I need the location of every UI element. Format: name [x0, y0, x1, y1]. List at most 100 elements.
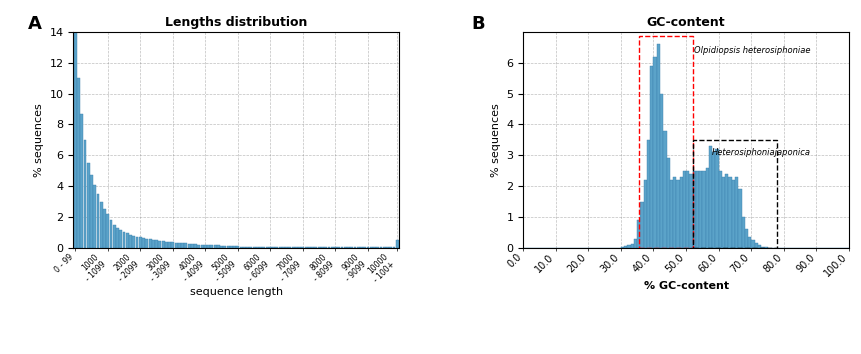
Bar	[691, 171, 695, 248]
Bar	[620, 247, 623, 248]
Bar	[633, 239, 636, 248]
Text: B: B	[470, 15, 484, 33]
Bar	[90, 175, 93, 248]
Bar	[230, 246, 232, 248]
Bar	[656, 44, 660, 248]
Bar	[695, 171, 698, 248]
Bar	[194, 244, 197, 248]
Bar	[660, 93, 662, 248]
Bar	[243, 247, 245, 248]
Bar	[197, 245, 200, 248]
Bar	[152, 240, 155, 248]
Bar	[80, 114, 84, 248]
Bar	[737, 189, 740, 248]
Bar	[204, 245, 207, 248]
Bar	[217, 245, 220, 248]
Bar	[119, 230, 122, 248]
Bar	[223, 246, 226, 248]
Bar	[649, 66, 653, 248]
Bar	[678, 177, 682, 248]
Bar	[269, 247, 271, 248]
Bar	[113, 225, 115, 248]
Bar	[201, 245, 203, 248]
Bar	[129, 235, 132, 248]
Bar	[226, 246, 229, 248]
Bar	[685, 171, 689, 248]
Bar	[744, 229, 747, 248]
Bar	[718, 171, 722, 248]
Bar	[731, 180, 734, 248]
Bar	[740, 217, 744, 248]
Bar	[148, 239, 152, 248]
Bar	[220, 246, 223, 248]
Bar	[751, 240, 753, 248]
Bar	[666, 158, 669, 248]
Bar	[164, 242, 168, 248]
Bar	[708, 146, 711, 248]
Bar	[265, 247, 269, 248]
Bar	[214, 245, 216, 248]
Title: GC-content: GC-content	[646, 16, 725, 29]
Bar	[643, 180, 647, 248]
Bar	[702, 171, 705, 248]
Bar	[236, 246, 239, 248]
Bar	[636, 220, 640, 248]
Bar	[139, 237, 141, 248]
Bar	[728, 177, 731, 248]
Title: Lengths distribution: Lengths distribution	[164, 16, 307, 29]
Bar	[640, 201, 643, 248]
Bar	[252, 247, 256, 248]
Text: Heterosiphoniajaponica: Heterosiphoniajaponica	[711, 148, 810, 156]
Bar	[161, 241, 164, 248]
Bar	[207, 245, 210, 248]
Bar	[175, 242, 177, 248]
Bar	[722, 177, 724, 248]
Bar	[627, 245, 630, 248]
Bar	[262, 247, 265, 248]
Text: A: A	[28, 15, 41, 33]
Bar	[168, 242, 170, 248]
Y-axis label: % sequences: % sequences	[490, 103, 500, 177]
Bar	[711, 152, 715, 248]
Bar	[705, 167, 708, 248]
Bar	[135, 237, 139, 248]
Bar	[77, 78, 80, 248]
Bar	[132, 236, 135, 248]
Bar	[188, 244, 190, 248]
Bar	[630, 244, 633, 248]
Bar	[155, 240, 158, 248]
X-axis label: sequence length: sequence length	[189, 287, 282, 297]
Bar	[638, 36, 691, 248]
Bar	[689, 174, 691, 248]
Bar	[177, 243, 181, 248]
Bar	[246, 247, 249, 248]
Bar	[103, 209, 106, 248]
Bar	[760, 247, 764, 248]
Bar	[256, 247, 258, 248]
Bar	[116, 228, 119, 248]
Bar	[682, 171, 685, 248]
Bar	[698, 171, 702, 248]
Bar	[122, 232, 126, 248]
Bar	[653, 57, 656, 248]
Bar	[623, 246, 627, 248]
Bar	[239, 247, 242, 248]
Bar	[109, 220, 112, 248]
Bar	[96, 194, 99, 248]
X-axis label: % GC-content: % GC-content	[643, 281, 728, 291]
Bar	[724, 174, 728, 248]
Bar	[74, 29, 77, 248]
Bar	[232, 246, 236, 248]
Bar	[181, 243, 184, 248]
Bar	[126, 233, 128, 248]
Bar	[764, 247, 766, 248]
Bar	[87, 163, 90, 248]
Bar	[142, 238, 145, 248]
Bar	[146, 239, 148, 248]
Bar	[249, 247, 252, 248]
Bar	[676, 180, 678, 248]
Bar	[715, 149, 718, 248]
Bar	[184, 244, 187, 248]
Bar	[669, 180, 672, 248]
Bar	[395, 240, 399, 248]
